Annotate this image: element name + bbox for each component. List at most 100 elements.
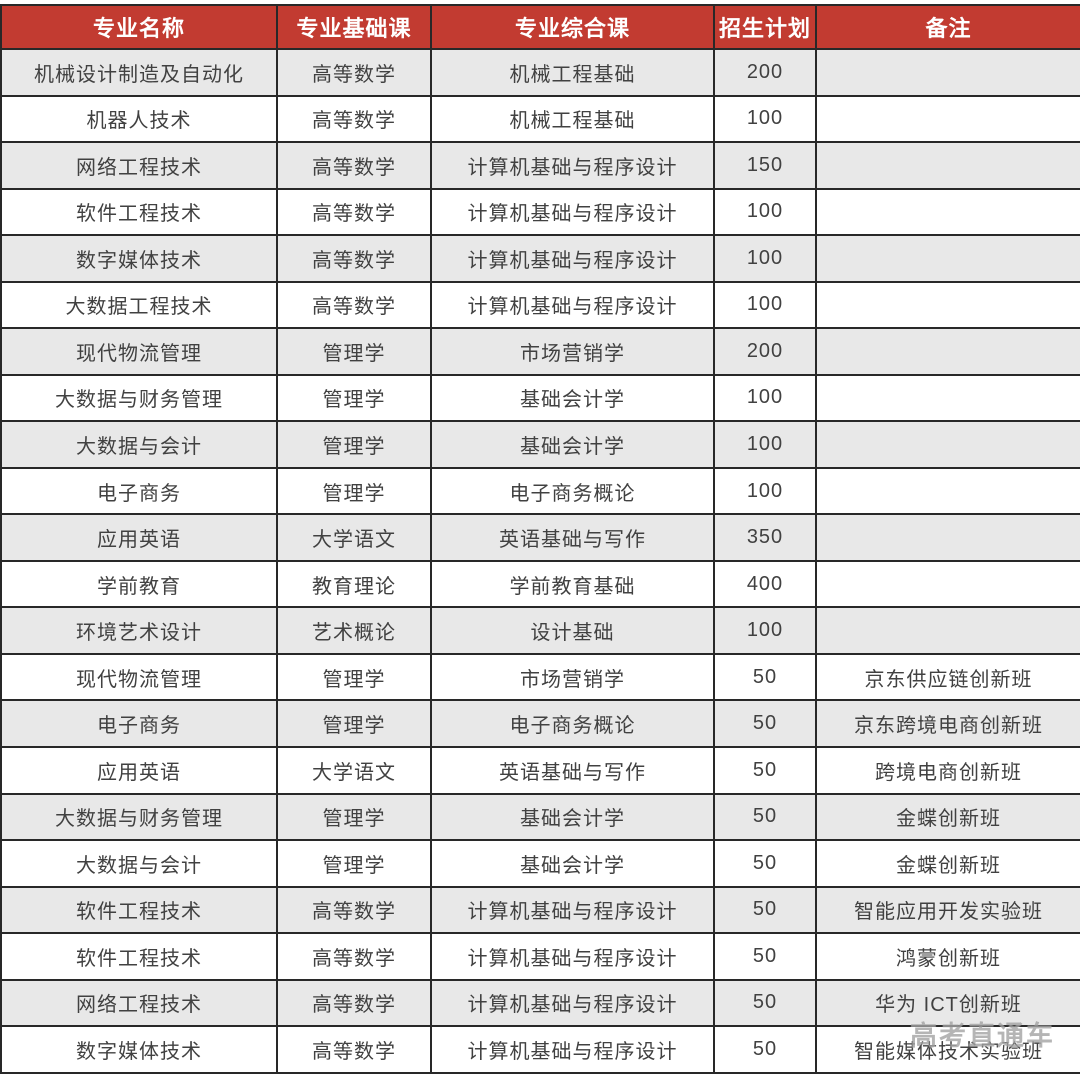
table-row: 大数据与会计 管理学 基础会计学 100 (0, 420, 1080, 469)
cell-enrollment-plan: 100 (713, 187, 817, 237)
cell-basic-course: 高等数学 (276, 1025, 432, 1074)
cell-remarks: 跨境电商创新班 (815, 745, 1080, 795)
table-row: 电子商务 管理学 电子商务概论 100 (0, 466, 1080, 516)
cell-remarks: 华为 ICT创新班 (815, 978, 1080, 1028)
cell-major: 数字媒体技术 (0, 1025, 278, 1074)
cell-remarks (815, 187, 1080, 237)
cell-enrollment-plan: 100 (713, 373, 817, 423)
table-row: 机器人技术 高等数学 机械工程基础 100 (0, 94, 1080, 144)
cell-comprehensive-course: 计算机基础与程序设计 (430, 1025, 715, 1074)
table-row: 电子商务 管理学 电子商务概论 50 京东跨境电商创新班 (0, 699, 1080, 748)
cell-major: 网络工程技术 (0, 141, 278, 190)
cell-basic-course: 管理学 (276, 839, 432, 888)
cell-basic-course: 高等数学 (276, 280, 432, 330)
table-row: 软件工程技术 高等数学 计算机基础与程序设计 100 (0, 187, 1080, 237)
cell-major: 应用英语 (0, 513, 278, 562)
cell-major: 环境艺术设计 (0, 606, 278, 655)
cell-remarks (815, 420, 1080, 469)
cell-major: 软件工程技术 (0, 932, 278, 981)
table-row: 机械设计制造及自动化 高等数学 机械工程基础 200 (0, 48, 1080, 97)
cell-major: 电子商务 (0, 466, 278, 516)
cell-basic-course: 管理学 (276, 420, 432, 469)
cell-comprehensive-course: 电子商务概论 (430, 466, 715, 516)
cell-remarks: 智能应用开发实验班 (815, 885, 1080, 935)
cell-enrollment-plan: 100 (713, 466, 817, 516)
cell-basic-course: 高等数学 (276, 48, 432, 97)
table-header: 专业名称 专业基础课 专业综合课 招生计划 备注 (0, 4, 1080, 50)
cell-remarks (815, 234, 1080, 283)
cell-comprehensive-course: 市场营销学 (430, 652, 715, 702)
table-row: 应用英语 大学语文 英语基础与写作 350 (0, 513, 1080, 562)
cell-enrollment-plan: 200 (713, 48, 817, 97)
cell-basic-course: 教育理论 (276, 559, 432, 609)
cell-enrollment-plan: 50 (713, 699, 817, 748)
cell-enrollment-plan: 100 (713, 280, 817, 330)
table-row: 数字媒体技术 高等数学 计算机基础与程序设计 50 智能媒体技术实验班 (0, 1025, 1080, 1074)
cell-basic-course: 大学语文 (276, 745, 432, 795)
cell-comprehensive-course: 英语基础与写作 (430, 745, 715, 795)
cell-comprehensive-course: 基础会计学 (430, 792, 715, 842)
cell-enrollment-plan: 50 (713, 1025, 817, 1074)
cell-remarks (815, 141, 1080, 190)
cell-basic-course: 管理学 (276, 373, 432, 423)
cell-major: 大数据与会计 (0, 839, 278, 888)
cell-enrollment-plan: 100 (713, 420, 817, 469)
cell-remarks (815, 94, 1080, 144)
cell-basic-course: 大学语文 (276, 513, 432, 562)
cell-comprehensive-course: 机械工程基础 (430, 48, 715, 97)
cell-remarks: 京东跨境电商创新班 (815, 699, 1080, 748)
cell-basic-course: 管理学 (276, 699, 432, 748)
column-header-enrollment-plan: 招生计划 (713, 4, 817, 50)
cell-major: 机械设计制造及自动化 (0, 48, 278, 97)
cell-comprehensive-course: 英语基础与写作 (430, 513, 715, 562)
table-row: 学前教育 教育理论 学前教育基础 400 (0, 559, 1080, 609)
cell-enrollment-plan: 50 (713, 792, 817, 842)
cell-enrollment-plan: 50 (713, 652, 817, 702)
cell-enrollment-plan: 200 (713, 327, 817, 376)
table-row: 软件工程技术 高等数学 计算机基础与程序设计 50 智能应用开发实验班 (0, 885, 1080, 935)
cell-enrollment-plan: 100 (713, 234, 817, 283)
cell-basic-course: 管理学 (276, 652, 432, 702)
cell-basic-course: 高等数学 (276, 141, 432, 190)
cell-comprehensive-course: 基础会计学 (430, 420, 715, 469)
table-row: 大数据与财务管理 管理学 基础会计学 50 金蝶创新班 (0, 792, 1080, 842)
cell-remarks: 金蝶创新班 (815, 839, 1080, 888)
cell-comprehensive-course: 电子商务概论 (430, 699, 715, 748)
cell-major: 软件工程技术 (0, 885, 278, 935)
cell-enrollment-plan: 50 (713, 932, 817, 981)
cell-basic-course: 艺术概论 (276, 606, 432, 655)
cell-major: 大数据与财务管理 (0, 373, 278, 423)
cell-remarks: 京东供应链创新班 (815, 652, 1080, 702)
cell-major: 大数据与财务管理 (0, 792, 278, 842)
column-header-remarks: 备注 (815, 4, 1080, 50)
cell-enrollment-plan: 400 (713, 559, 817, 609)
cell-major: 学前教育 (0, 559, 278, 609)
cell-remarks (815, 466, 1080, 516)
table-row: 大数据与财务管理 管理学 基础会计学 100 (0, 373, 1080, 423)
cell-basic-course: 高等数学 (276, 978, 432, 1028)
cell-basic-course: 高等数学 (276, 187, 432, 237)
cell-remarks (815, 559, 1080, 609)
cell-enrollment-plan: 50 (713, 978, 817, 1028)
cell-remarks (815, 373, 1080, 423)
cell-enrollment-plan: 50 (713, 839, 817, 888)
header-row: 专业名称 专业基础课 专业综合课 招生计划 备注 (0, 4, 1080, 50)
cell-basic-course: 管理学 (276, 466, 432, 516)
cell-enrollment-plan: 100 (713, 606, 817, 655)
cell-basic-course: 管理学 (276, 792, 432, 842)
cell-comprehensive-course: 设计基础 (430, 606, 715, 655)
cell-basic-course: 高等数学 (276, 94, 432, 144)
table-row: 网络工程技术 高等数学 计算机基础与程序设计 50 华为 ICT创新班 (0, 978, 1080, 1028)
table-row: 软件工程技术 高等数学 计算机基础与程序设计 50 鸿蒙创新班 (0, 932, 1080, 981)
cell-basic-course: 管理学 (276, 327, 432, 376)
cell-major: 网络工程技术 (0, 978, 278, 1028)
enrollment-table: 专业名称 专业基础课 专业综合课 招生计划 备注 机械设计制造及自动化 高等数学… (0, 4, 1080, 1074)
cell-major: 现代物流管理 (0, 327, 278, 376)
table-row: 现代物流管理 管理学 市场营销学 50 京东供应链创新班 (0, 652, 1080, 702)
cell-remarks (815, 327, 1080, 376)
cell-enrollment-plan: 50 (713, 885, 817, 935)
column-header-major: 专业名称 (0, 4, 278, 50)
table-row: 环境艺术设计 艺术概论 设计基础 100 (0, 606, 1080, 655)
cell-comprehensive-course: 学前教育基础 (430, 559, 715, 609)
